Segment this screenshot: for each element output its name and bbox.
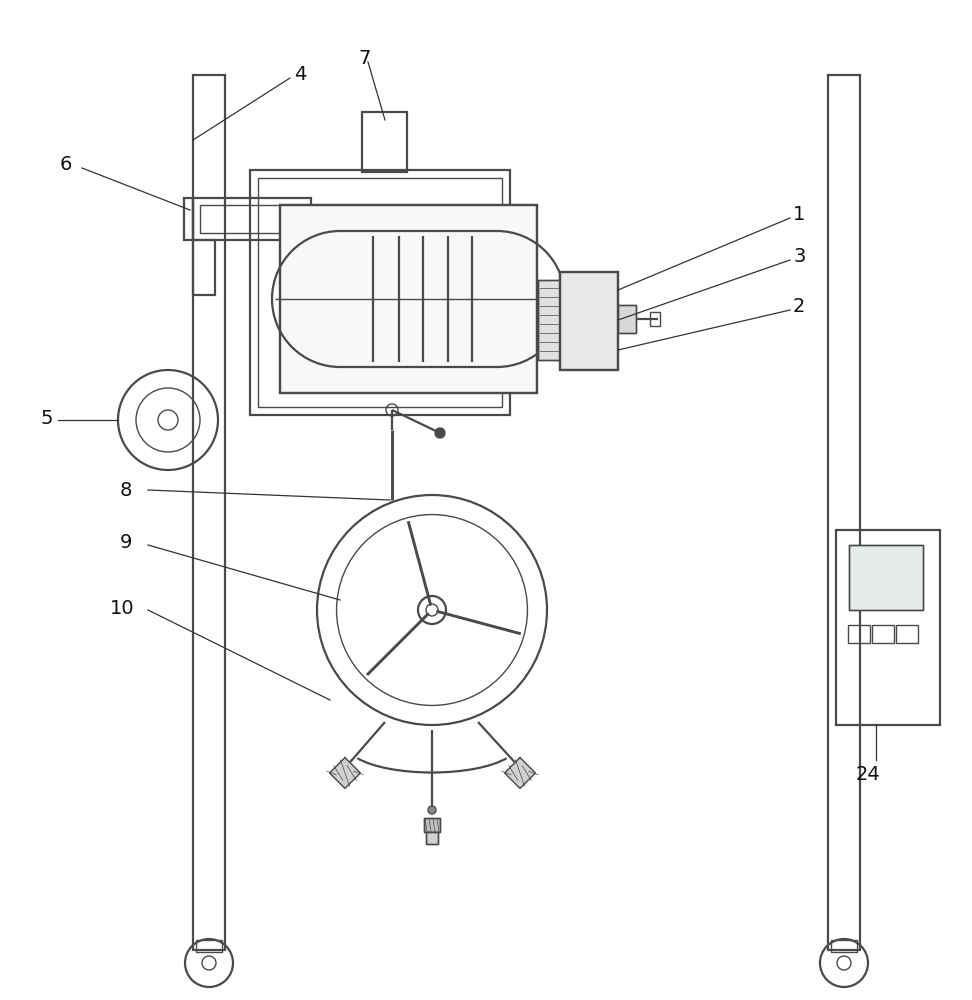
Bar [848,625,870,643]
Bar [828,75,860,950]
Bar [424,818,440,832]
Text: 24: 24 [855,766,881,784]
Bar [831,940,857,952]
Polygon shape [504,758,536,788]
Text: 7: 7 [358,48,370,68]
Text: 10: 10 [110,598,135,617]
Bar [560,272,618,370]
Bar [650,312,660,326]
Bar [560,272,618,370]
Bar [836,530,940,725]
Text: 5: 5 [40,408,52,428]
Bar [849,545,923,610]
Text: 2: 2 [793,298,806,316]
Bar [618,305,636,333]
Text: 8: 8 [120,481,132,499]
Bar [184,198,193,240]
Circle shape [435,428,445,438]
Bar [538,280,560,360]
Bar [426,832,438,844]
Bar [424,818,440,832]
Bar [193,198,311,240]
Text: 6: 6 [60,155,72,174]
Bar [250,170,510,415]
Bar [280,205,537,393]
Text: 3: 3 [793,247,806,266]
Bar [896,625,918,643]
Bar [258,178,502,407]
Bar [618,305,636,333]
Bar [193,75,225,950]
Bar [849,545,923,610]
Circle shape [428,806,436,814]
Bar [872,625,894,643]
Text: 9: 9 [120,534,132,552]
Bar [200,205,300,233]
Text: 1: 1 [793,206,806,225]
Bar [193,240,215,295]
Bar [280,205,537,393]
Bar [426,832,438,844]
Bar [538,280,560,360]
Bar [362,112,407,172]
Polygon shape [330,758,361,788]
Circle shape [426,604,438,616]
Bar [196,940,222,952]
Text: 4: 4 [294,66,306,85]
